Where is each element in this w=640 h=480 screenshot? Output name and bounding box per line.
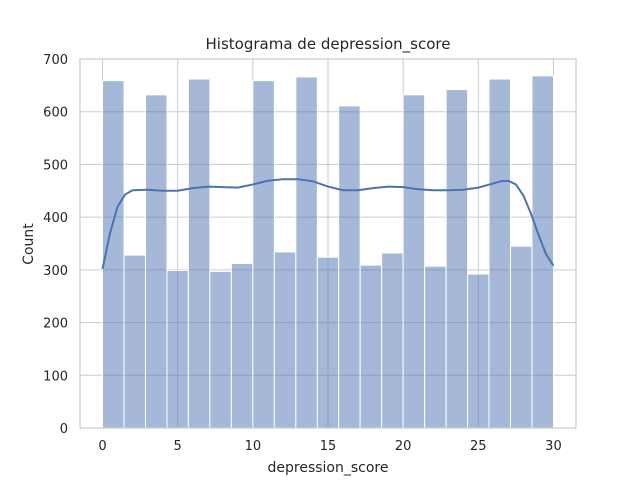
histogram-bar bbox=[187, 78, 211, 429]
histogram-bar bbox=[338, 105, 361, 429]
y-tick-label: 0 bbox=[60, 422, 68, 437]
histogram-bar bbox=[402, 94, 426, 429]
y-tick-label: 500 bbox=[43, 158, 68, 173]
kde-curve bbox=[101, 178, 555, 270]
histogram-bar bbox=[230, 263, 254, 429]
histogram-bar bbox=[209, 270, 232, 429]
histogram-bar bbox=[145, 94, 168, 429]
x-tick-label: 10 bbox=[245, 439, 262, 454]
histogram-bar bbox=[273, 251, 297, 429]
histogram-bar bbox=[123, 254, 147, 429]
histogram-bar bbox=[295, 76, 318, 429]
x-tick-label: 20 bbox=[395, 439, 412, 454]
histogram-bar bbox=[424, 265, 447, 429]
histogram-bar bbox=[445, 89, 469, 429]
y-tick-label: 700 bbox=[43, 53, 68, 68]
histogram-bar bbox=[509, 245, 533, 429]
histogram-bar bbox=[381, 252, 404, 429]
y-axis-label: Count bbox=[21, 223, 37, 265]
chart-title: Histograma de depression_score bbox=[206, 35, 451, 54]
histogram-bar bbox=[166, 269, 189, 429]
y-tick-label: 100 bbox=[43, 369, 68, 384]
x-tick-label: 0 bbox=[98, 439, 106, 454]
y-tick-label: 400 bbox=[43, 211, 68, 226]
histogram-bar bbox=[488, 78, 511, 429]
histogram-bar bbox=[252, 80, 275, 429]
y-tick-label: 200 bbox=[43, 317, 68, 332]
histogram-bar bbox=[467, 273, 490, 429]
y-tick-labels: 0 100 200 300 400 500 600 700 bbox=[43, 53, 68, 437]
x-tick-label: 5 bbox=[174, 439, 182, 454]
x-tick-label: 15 bbox=[320, 439, 337, 454]
y-tick-label: 600 bbox=[43, 106, 68, 121]
histogram-bar bbox=[316, 256, 340, 429]
y-tick-label: 300 bbox=[43, 264, 68, 279]
plot-frame bbox=[79, 58, 577, 429]
histogram-bar bbox=[531, 75, 554, 429]
x-tick-label: 30 bbox=[545, 439, 562, 454]
x-tick-labels: 0 5 10 15 20 25 30 bbox=[98, 439, 561, 454]
x-axis-label: depression_score bbox=[268, 460, 389, 476]
histogram-bar bbox=[359, 264, 383, 429]
histogram-bars bbox=[102, 75, 554, 429]
x-tick-label: 25 bbox=[470, 439, 487, 454]
